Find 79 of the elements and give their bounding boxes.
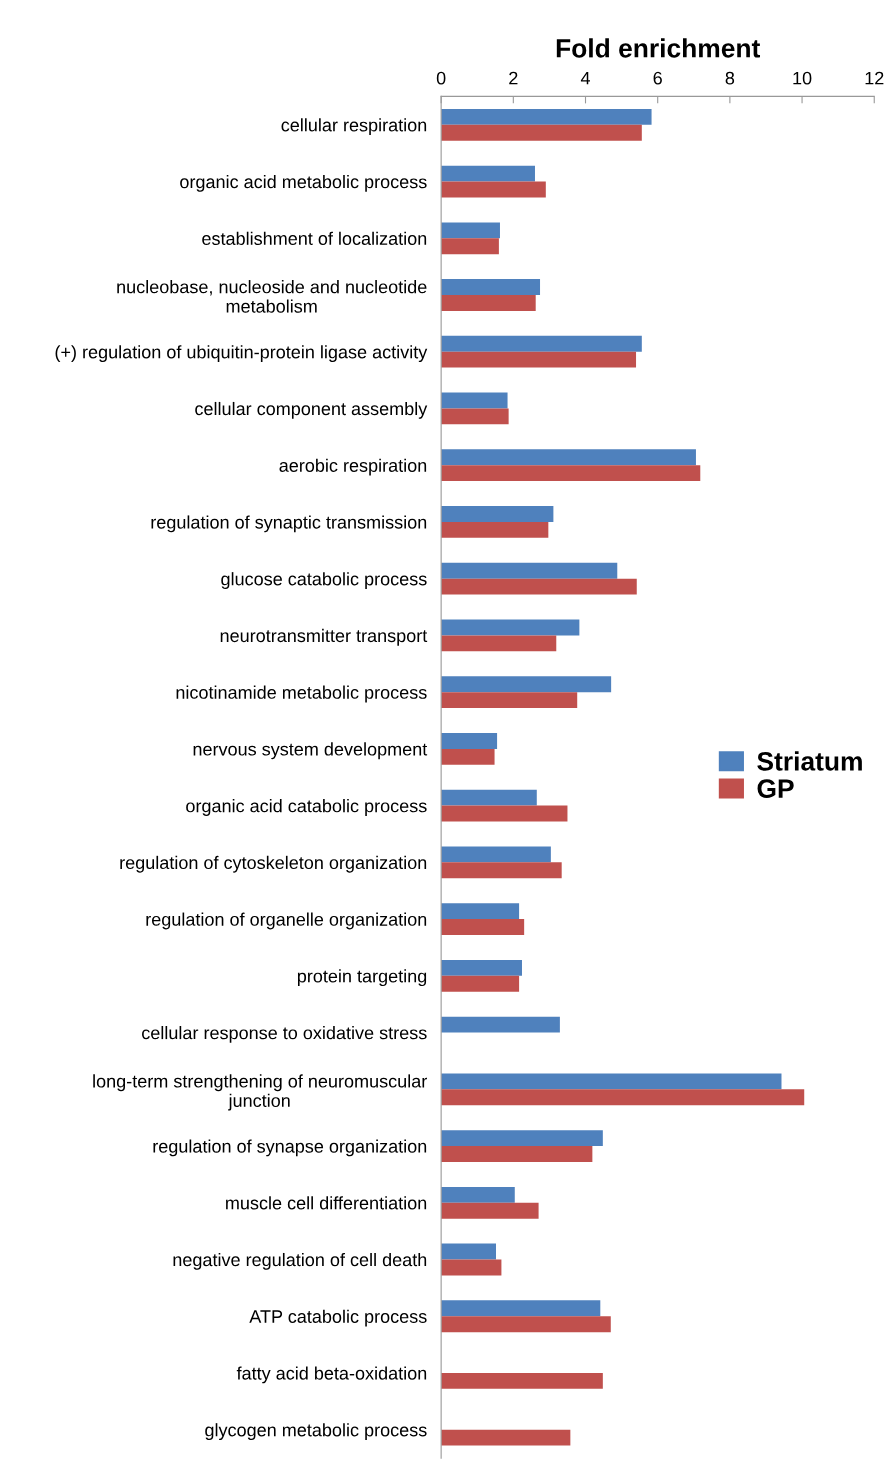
bar [441,124,642,141]
bar [441,521,549,538]
y-tick-label: protein targeting [297,969,427,987]
legend-label: Striatum [757,751,862,771]
bar [441,676,612,693]
bar [441,959,522,976]
y-tick-label: regulation of synapse organization [153,1139,427,1157]
y-tick-label: muscle cell differentiation [226,1196,427,1210]
legend-label: GP [757,779,794,798]
x-tick-label: 12 [865,71,884,85]
y-tick-label: aerobic respiration [279,458,427,476]
y-tick-label: nervous system development [193,742,428,760]
y-tick-label: cellular component assembly [195,401,428,419]
bar [441,295,536,311]
bar [441,465,701,482]
y-tick-label: nicotinamide metabolic process [176,685,427,703]
bar [441,222,500,239]
y-tick-label: establishment of localization [202,231,427,245]
bar [441,506,554,522]
bar [441,733,498,749]
bar [441,335,642,352]
x-tick-label: 10 [793,71,812,85]
bar [441,903,520,920]
bar [441,1372,603,1389]
bar [441,1243,496,1260]
bar [441,692,578,709]
bar [441,1016,560,1033]
y-tick-label: organic acid metabolic process [180,174,427,192]
bar [441,392,508,409]
bar [441,351,637,368]
bar [441,1316,611,1333]
bar [441,748,495,765]
x-tick-label: 4 [580,71,590,85]
y-tick-label: neurotransmitter transport [220,628,428,646]
bar [441,1089,805,1106]
bar [441,578,637,595]
y-tick-label: cellular respiration [281,118,427,136]
y-tick-label: glucose catabolic process [221,572,427,589]
x-tick-label: 2 [509,71,518,85]
bar [441,862,562,879]
bar [441,1259,502,1276]
bar [441,238,499,255]
bar [441,408,509,425]
y-tick-label: organic acid catabolic process [186,799,427,816]
bar [441,619,580,636]
bar [441,635,557,652]
y-tick-label: negative regulation of cell death [173,1252,427,1270]
y-tick-label: (+) regulation of ubiquitin-protein ligase activity [55,345,428,363]
x-tick-label: 0 [436,71,446,85]
y-tick-label: nucleobase, nucleoside and nucleotide metabolism [117,280,427,313]
bar [441,1130,603,1147]
bar [441,108,652,125]
bar [441,181,546,198]
y-tick-label: long-term strengthening of neuromuscular junction [93,1074,427,1111]
bar [441,975,520,992]
y-tick-label: cellular response to oxidative stress [142,1026,427,1043]
bar [441,562,618,579]
x-tick-label: 6 [653,71,662,85]
bar [441,919,525,935]
x-tick-label: 8 [725,71,735,85]
bar [441,846,551,863]
y-tick-label: fatty acid beta-oxidation [236,1366,427,1384]
bar [441,279,541,295]
y-tick-label: ATP catabolic process [249,1309,427,1327]
bar [441,449,696,466]
bar [441,789,537,806]
bar [441,1073,782,1090]
bar [441,1186,515,1203]
bar [441,805,568,822]
bar [441,1429,571,1446]
y-tick-label: regulation of cytoskeleton organization [120,855,427,873]
bar [441,1300,601,1317]
bar [441,1202,539,1219]
x-axis-title: Fold enrichment [556,38,761,58]
bar [441,1146,593,1162]
y-tick-label: regulation of synaptic transmission [151,515,427,533]
bar [441,165,535,182]
y-tick-label: glycogen metabolic process [205,1423,427,1440]
y-tick-label: regulation of organelle organization [146,912,427,930]
